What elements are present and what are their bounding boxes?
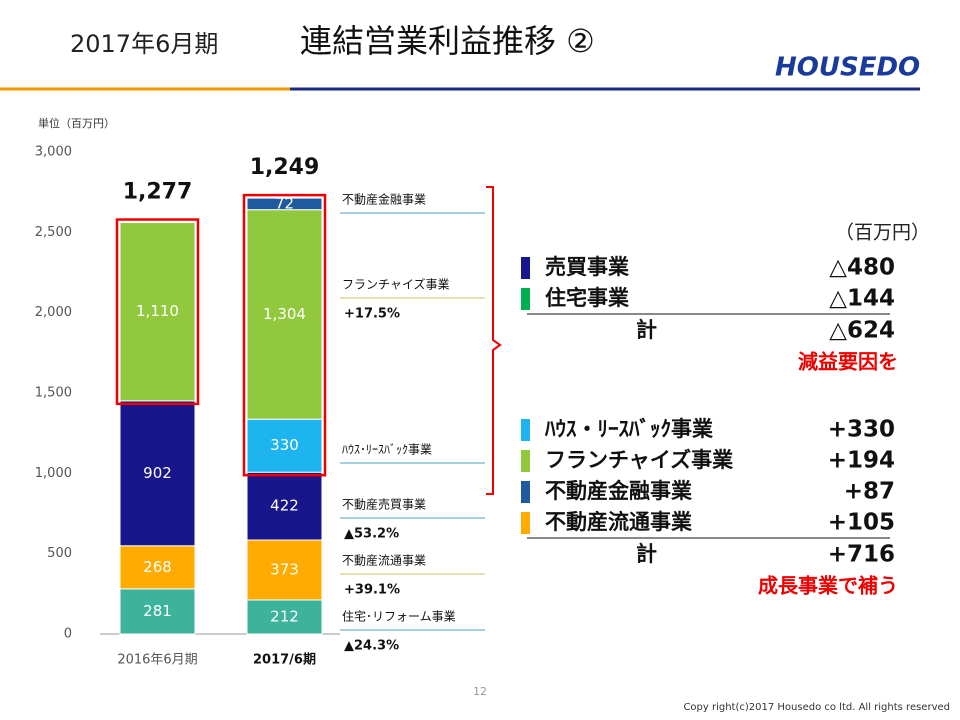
- summary-total: +716: [828, 542, 895, 568]
- summary-caption: 成長事業で補う: [758, 574, 898, 598]
- legend-swatch: [521, 481, 530, 503]
- change-label: +39.1%: [344, 583, 400, 598]
- total-label: 1,249: [250, 155, 320, 180]
- y-tick-label: 3,000: [35, 145, 72, 160]
- summary-value: +105: [828, 510, 895, 536]
- bar-segment: [246, 539, 323, 601]
- bar-segment: [119, 400, 196, 547]
- bar-segment: [246, 471, 323, 541]
- bracket: [486, 186, 502, 495]
- summary-name: 不動産金融事業: [545, 479, 693, 503]
- summary-name: ﾊｳｽ・ﾘｰｽﾊﾞｯｸ事業: [544, 417, 714, 441]
- bar-segment: [246, 599, 323, 635]
- summary-name: 売買事業: [545, 255, 630, 279]
- summary-value: +87: [844, 479, 895, 505]
- data-label: 902: [143, 464, 172, 482]
- summary-value: △144: [829, 286, 895, 312]
- y-tick-label: 2,000: [35, 305, 72, 320]
- x-tick-label: 2016年6月期: [117, 653, 197, 668]
- highlight-box: [242, 193, 327, 477]
- summary-total-label: 計: [636, 318, 657, 342]
- data-label: 268: [143, 558, 172, 576]
- highlight-box: [115, 218, 200, 406]
- legend-swatch: [521, 512, 530, 534]
- summary-name: フランチャイズ事業: [545, 448, 734, 472]
- data-label: 212: [270, 607, 299, 625]
- series-label: フランチャイズ事業: [342, 277, 450, 292]
- unit-label: 単位（百万円）: [38, 116, 115, 130]
- series-label: 不動産流通事業: [342, 553, 426, 568]
- data-label: 373: [270, 560, 299, 578]
- legend-swatch: [521, 419, 530, 441]
- summary-caption: 減益要因を: [798, 350, 898, 374]
- bar-segment: [246, 197, 323, 211]
- legend-swatch: [521, 288, 530, 310]
- series-label: 不動産金融事業: [342, 192, 426, 207]
- y-tick-label: 500: [47, 546, 72, 561]
- x-tick-label: 2017/6期: [253, 653, 316, 668]
- period: 2017年6月期: [70, 30, 218, 58]
- data-label: 72: [275, 194, 294, 212]
- legend-swatch: [521, 450, 530, 472]
- logo: HOUSEDO: [775, 53, 920, 83]
- summary-unit: （百万円）: [835, 222, 930, 244]
- bar-segment: [246, 418, 323, 473]
- data-label: 1,304: [263, 305, 306, 323]
- summary-total: △624: [829, 318, 895, 344]
- summary-name: 不動産流通事業: [545, 510, 693, 534]
- bar-segment: [119, 222, 196, 402]
- summary-value: +330: [828, 417, 895, 443]
- page-number: 12: [473, 685, 487, 698]
- copyright: Copy right(c)2017 Housedo co ltd. All ri…: [683, 702, 950, 713]
- summary-value: △480: [829, 255, 895, 281]
- change-label: +17.5%: [344, 307, 400, 322]
- summary-total-label: 計: [636, 542, 657, 566]
- y-tick-label: 2,500: [35, 225, 72, 240]
- data-label: 330: [270, 436, 299, 454]
- data-label: 281: [143, 602, 172, 620]
- y-tick-label: 1,500: [35, 386, 72, 401]
- data-label: 422: [270, 497, 299, 515]
- summary-value: +194: [828, 448, 895, 474]
- bar-segment: [119, 545, 196, 590]
- change-label: ▲24.3%: [344, 639, 399, 654]
- bar-segment: [246, 209, 323, 420]
- summary-name: 住宅事業: [545, 286, 630, 310]
- change-label: ▲53.2%: [344, 527, 399, 542]
- legend-swatch: [521, 257, 530, 279]
- slide-title: 連結営業利益推移 ②: [300, 22, 595, 60]
- data-label: 1,110: [136, 302, 179, 320]
- total-label: 1,277: [123, 180, 193, 205]
- y-tick-label: 1,000: [35, 466, 72, 481]
- series-label: 住宅･リフォーム事業: [342, 609, 456, 624]
- y-tick-label: 0: [64, 627, 72, 642]
- series-label: ﾊｳｽ･ﾘｰｽﾊﾞｯｸ事業: [342, 443, 432, 457]
- series-label: 不動産売買事業: [342, 497, 426, 512]
